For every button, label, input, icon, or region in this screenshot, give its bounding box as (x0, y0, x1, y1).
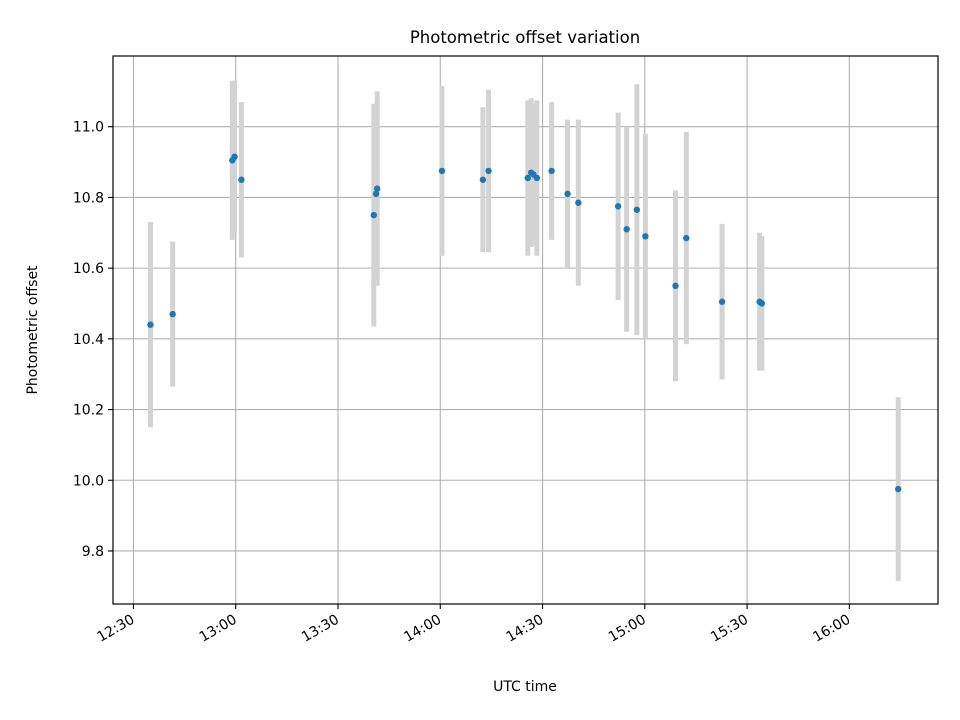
data-point (614, 203, 622, 210)
data-point (623, 226, 630, 233)
x-tick-label: 13:30 (299, 612, 342, 646)
x-tick-label: 14:30 (504, 612, 547, 646)
data-point (438, 167, 446, 175)
data-point (372, 190, 380, 198)
data-point (169, 310, 176, 318)
y-tick-label: 11.0 (73, 120, 104, 136)
data-point (575, 199, 582, 206)
data-point (374, 185, 381, 192)
data-point (479, 176, 487, 183)
x-tick-label: 15:00 (606, 612, 649, 646)
y-tick-label: 10.8 (73, 190, 104, 206)
data-point (147, 321, 154, 328)
data-point (238, 176, 245, 183)
y-axis-label: Photometric offset (25, 265, 41, 395)
data-point (370, 211, 377, 219)
data-points (147, 153, 902, 493)
y-tick-label: 10.2 (73, 403, 104, 419)
y-axis-ticks: 9.8 10.0 10.2 10.4 10.6 10.8 11.0 (73, 120, 113, 560)
data-point (548, 167, 555, 175)
y-tick-label: 10.4 (73, 332, 104, 348)
x-tick-label: 14:00 (401, 612, 444, 646)
data-point (633, 206, 641, 213)
data-point (758, 300, 766, 307)
x-axis-label: UTC time (493, 679, 557, 695)
chart-title: Photometric offset variation (410, 28, 640, 47)
data-point (231, 153, 238, 160)
data-point (564, 190, 571, 198)
y-tick-label: 10.0 (73, 473, 104, 489)
data-point (672, 282, 679, 290)
data-point (683, 234, 690, 242)
plot-frame (112, 55, 939, 605)
data-point (718, 298, 726, 305)
x-tick-label: 15:30 (708, 612, 751, 646)
x-tick-label: 12:30 (95, 612, 138, 646)
x-axis-ticks: 12:30 13:00 13:30 14:00 14:30 15:00 15:30 16:00 (95, 604, 853, 646)
x-tick-label: 13:00 (197, 612, 240, 646)
y-tick-label: 10.6 (73, 261, 104, 277)
x-tick-label: 16:00 (810, 612, 853, 646)
data-point (524, 174, 531, 182)
data-point (533, 174, 541, 182)
data-point (485, 167, 492, 175)
data-point (642, 233, 649, 240)
error-bars (148, 80, 901, 582)
data-point (895, 485, 902, 493)
y-tick-label: 9.8 (82, 544, 104, 560)
